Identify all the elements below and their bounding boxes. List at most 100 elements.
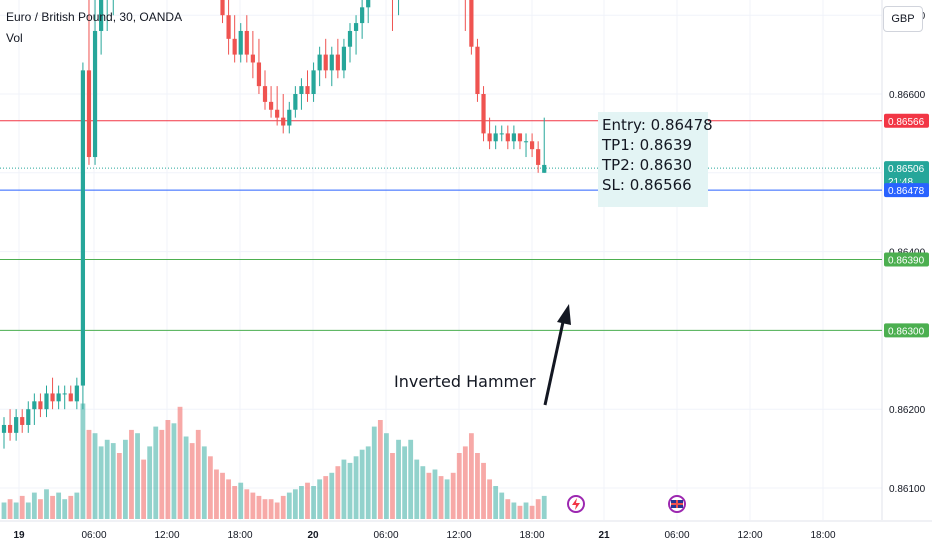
candle-body (347, 30, 353, 47)
volume-bar (438, 476, 444, 519)
volume-bar (50, 495, 55, 519)
volume-bar (535, 499, 541, 519)
volume-bar (135, 433, 140, 519)
candle-body (323, 54, 328, 71)
note-sl: SL: 0.86566 (602, 176, 692, 194)
price-tag (884, 252, 929, 267)
candle-body (32, 401, 37, 410)
volume-bar (62, 499, 68, 519)
x-tick-label: 20 (307, 530, 319, 541)
volume-bar (286, 492, 292, 519)
y-tick-label: 0.86100 (889, 484, 926, 495)
volume-bar (511, 502, 517, 519)
volume-bar (450, 472, 456, 519)
candle-body (287, 109, 292, 126)
volume-bar (444, 479, 450, 519)
volume-bar (214, 469, 219, 519)
price-tag-label: 0.86566 (888, 117, 925, 128)
volume-bar (171, 423, 177, 519)
candle-body (1, 424, 7, 433)
x-tick-label: 18:00 (227, 530, 252, 541)
volume-bar (129, 429, 134, 519)
volume-bar (414, 459, 420, 519)
x-tick-label: 18:00 (810, 530, 835, 541)
volume-bar (104, 439, 110, 519)
candle-body (26, 409, 31, 425)
candle-body (311, 70, 316, 94)
volume-bar (384, 433, 389, 519)
volume-bar (323, 476, 329, 519)
note-tp1: TP1: 0.8639 (602, 136, 693, 154)
candle-body (262, 86, 268, 102)
x-tick-label: 18:00 (519, 530, 544, 541)
volume-bar (123, 439, 128, 519)
price-tag-label: 0.86478 (888, 186, 925, 197)
candle-body (92, 30, 98, 158)
volume-bar (201, 446, 207, 519)
event-icon-flash[interactable] (567, 495, 585, 513)
candle-body (305, 86, 310, 94)
volume-bar (462, 446, 468, 519)
candle-body (38, 401, 43, 410)
volume-bar (74, 492, 80, 519)
x-tick-label: 12:00 (446, 530, 471, 541)
volume-bar (238, 482, 244, 519)
y-tick-label: 0.86600 (889, 90, 926, 101)
candle-body (268, 101, 274, 110)
volume-bar (268, 499, 274, 519)
candlesticks (1, 0, 547, 449)
volume-bar (189, 443, 195, 519)
candle-body (366, 0, 371, 8)
volume-bar (165, 420, 171, 519)
volume-bar (341, 459, 347, 519)
volume-bar (420, 466, 426, 519)
x-tick-label: 06:00 (664, 530, 689, 541)
volume-bar (317, 479, 323, 519)
volume-bar (68, 495, 74, 519)
volume-bar (390, 453, 395, 519)
volume-bar (505, 499, 511, 519)
volume-bar (377, 420, 383, 519)
currency-button[interactable]: GBP (883, 6, 923, 32)
candle-body (226, 15, 231, 39)
volume-bar (517, 505, 523, 519)
candle-body (50, 393, 55, 402)
note-entry: Entry: 0.86478 (602, 116, 713, 134)
x-tick-label: 19 (13, 530, 25, 541)
volume-bar (56, 492, 62, 519)
volume-bar (523, 502, 529, 519)
candle-body (62, 393, 67, 395)
volume-bar (159, 429, 165, 519)
x-tick-label: 06:00 (373, 530, 398, 541)
price-tag (884, 323, 929, 338)
volume-bar (493, 486, 499, 519)
volume-bar (541, 495, 547, 519)
volume-bar (19, 495, 25, 519)
candle-body (299, 86, 304, 94)
volume-bar (262, 499, 268, 519)
volume-bar (44, 489, 49, 519)
candle-body (487, 133, 492, 142)
volume-bar (359, 449, 365, 519)
volume-bar (402, 446, 408, 519)
volume-bar (195, 429, 201, 519)
x-tick-label: 12:00 (737, 530, 762, 541)
candle-body (499, 133, 504, 135)
chart-title: Euro / British Pound, 30, OANDA (6, 10, 183, 24)
volume-bar (292, 489, 298, 519)
candle-body (481, 94, 486, 134)
candle-body (511, 133, 516, 142)
candle-body (505, 133, 510, 142)
candle-body (542, 164, 547, 173)
countdown-label: 21:48 (888, 177, 913, 188)
volume-bar (25, 502, 31, 519)
event-icon-flag-uk[interactable] (668, 495, 686, 513)
price-tags: 0.870100.865660.8650621:480.864780.86390… (884, 113, 929, 338)
candle-body (275, 109, 280, 118)
candle-body (80, 70, 86, 386)
volume-bar (7, 499, 13, 519)
candle-body (353, 23, 359, 31)
volume-indicator-label[interactable]: Vol (6, 31, 23, 45)
price-tag-label: 0.86300 (888, 326, 925, 337)
